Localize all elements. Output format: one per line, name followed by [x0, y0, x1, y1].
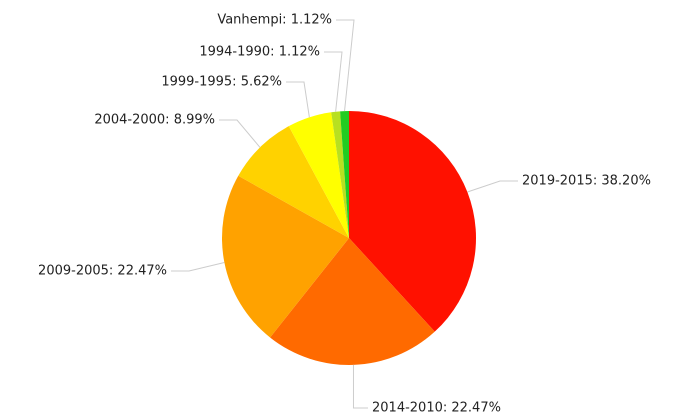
pie-slice	[288, 112, 349, 238]
data-label: 1994-1990: 1.12%	[199, 45, 320, 60]
leader-line	[467, 180, 518, 193]
leader-line	[324, 51, 343, 112]
pie-slice	[238, 126, 349, 238]
data-label: 2009-2005: 22.47%	[38, 264, 167, 279]
leader-line	[352, 364, 368, 409]
pie-slice	[349, 111, 477, 332]
pie-slice	[222, 175, 349, 338]
data-label: 2014-2010: 22.47%	[372, 401, 501, 415]
pie-slice	[270, 238, 435, 366]
leader-line	[286, 81, 310, 118]
data-label: Vanhempi: 1.12%	[217, 13, 332, 28]
data-label: 2004-2000: 8.99%	[94, 113, 215, 128]
pie-slice	[331, 111, 349, 238]
leader-line	[219, 119, 261, 148]
data-label: 2019-2015: 38.20%	[522, 174, 651, 189]
leader-line	[336, 19, 355, 112]
leader-line	[171, 261, 225, 272]
pie-slice	[340, 111, 349, 238]
data-label: 1999-1995: 5.62%	[161, 75, 282, 90]
